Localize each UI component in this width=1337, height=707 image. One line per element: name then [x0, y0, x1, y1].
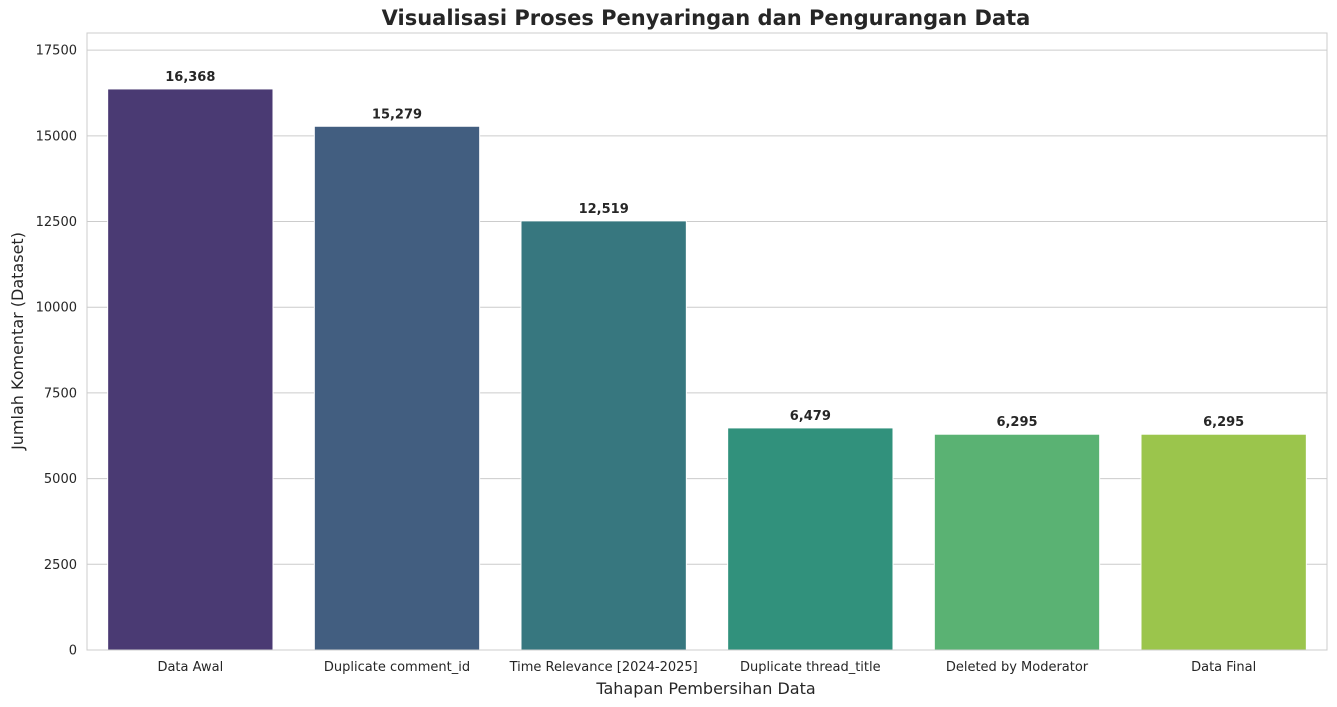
- y-tick-label: 15000: [36, 129, 77, 144]
- bar: [520, 220, 687, 651]
- y-tick-label: 7500: [44, 386, 77, 401]
- x-tick-label: Data Awal: [157, 660, 223, 675]
- bar-value-label: 6,295: [1203, 415, 1244, 430]
- x-tick-label: Time Relevance [2024-2025]: [509, 660, 698, 675]
- bar: [107, 88, 274, 651]
- y-tick-label: 0: [69, 644, 77, 659]
- y-tick-label: 5000: [44, 472, 77, 487]
- x-tick-label: Data Final: [1191, 660, 1256, 675]
- bars: [107, 88, 1307, 651]
- plot-frame: [86, 32, 1328, 651]
- bar: [727, 427, 894, 651]
- bar-value-labels: 16,368 15,279 12,519 6,479 6,295 6,295: [165, 70, 1244, 430]
- x-axis-ticks: Data Awal Duplicate comment_id Time Releva…: [157, 660, 1256, 675]
- y-axis-label: Jumlah Komentar (Dataset): [8, 232, 27, 451]
- bar-value-label: 16,368: [165, 70, 215, 85]
- bar-value-label: 6,295: [996, 415, 1037, 430]
- bar: [313, 125, 481, 651]
- bar: [933, 433, 1101, 651]
- y-tick-label: 17500: [36, 44, 77, 59]
- y-axis-ticks: 0 2500 5000 7500 10000 12500 15000 17500: [36, 44, 77, 659]
- bar-value-label: 6,479: [790, 409, 831, 424]
- x-tick-label: Duplicate comment_id: [324, 660, 470, 675]
- y-tick-label: 10000: [36, 301, 77, 316]
- chart-title: Visualisasi Proses Penyaringan dan Pengu…: [382, 6, 1031, 30]
- x-tick-label: Deleted by Moderator: [946, 660, 1089, 675]
- bar-value-label: 15,279: [372, 107, 422, 122]
- bar-value-label: 12,519: [579, 202, 629, 217]
- y-tick-label: 2500: [44, 558, 77, 573]
- y-tick-label: 12500: [36, 215, 77, 230]
- bar: [1140, 433, 1307, 651]
- x-axis-label: Tahapan Pembersihan Data: [595, 679, 815, 698]
- x-tick-label: Duplicate thread_title: [740, 660, 881, 675]
- grid-lines: [87, 49, 1327, 651]
